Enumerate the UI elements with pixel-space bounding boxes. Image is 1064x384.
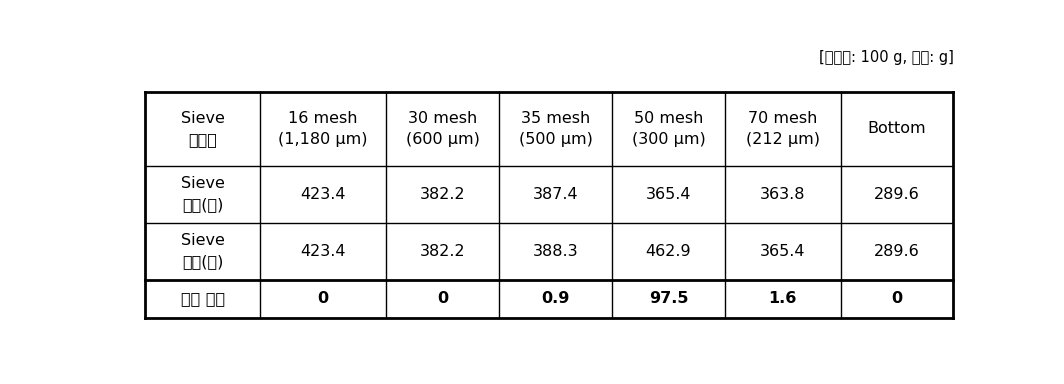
Text: 0.9: 0.9 bbox=[542, 291, 569, 306]
Text: Sieve
무게(후): Sieve 무게(후) bbox=[181, 233, 225, 269]
Text: 70 mesh
(212 μm): 70 mesh (212 μm) bbox=[746, 111, 819, 147]
Text: 289.6: 289.6 bbox=[875, 187, 920, 202]
Text: 365.4: 365.4 bbox=[646, 187, 692, 202]
Text: 423.4: 423.4 bbox=[300, 187, 346, 202]
Text: 제품 무게: 제품 무게 bbox=[181, 291, 225, 306]
Text: 35 mesh
(500 μm): 35 mesh (500 μm) bbox=[518, 111, 593, 147]
Text: 365.4: 365.4 bbox=[760, 244, 805, 259]
Text: 0: 0 bbox=[437, 291, 448, 306]
Text: Sieve
무게(전): Sieve 무게(전) bbox=[181, 176, 225, 212]
Text: 423.4: 423.4 bbox=[300, 244, 346, 259]
Text: 363.8: 363.8 bbox=[760, 187, 805, 202]
Text: Bottom: Bottom bbox=[867, 121, 927, 136]
Text: 388.3: 388.3 bbox=[533, 244, 579, 259]
Text: 382.2: 382.2 bbox=[419, 244, 465, 259]
Text: 462.9: 462.9 bbox=[646, 244, 692, 259]
Text: 1.6: 1.6 bbox=[768, 291, 797, 306]
Text: Sieve
사이즈: Sieve 사이즈 bbox=[181, 111, 225, 147]
Text: 16 mesh
(1,180 μm): 16 mesh (1,180 μm) bbox=[279, 111, 368, 147]
Text: 30 mesh
(600 μm): 30 mesh (600 μm) bbox=[405, 111, 480, 147]
Text: 97.5: 97.5 bbox=[649, 291, 688, 306]
Text: 0: 0 bbox=[892, 291, 902, 306]
Text: 0: 0 bbox=[317, 291, 329, 306]
Text: 50 mesh
(300 μm): 50 mesh (300 μm) bbox=[632, 111, 705, 147]
Text: 382.2: 382.2 bbox=[419, 187, 465, 202]
Text: [샘플양: 100 g, 단위: g]: [샘플양: 100 g, 단위: g] bbox=[818, 50, 953, 65]
Text: 387.4: 387.4 bbox=[533, 187, 579, 202]
Text: 289.6: 289.6 bbox=[875, 244, 920, 259]
